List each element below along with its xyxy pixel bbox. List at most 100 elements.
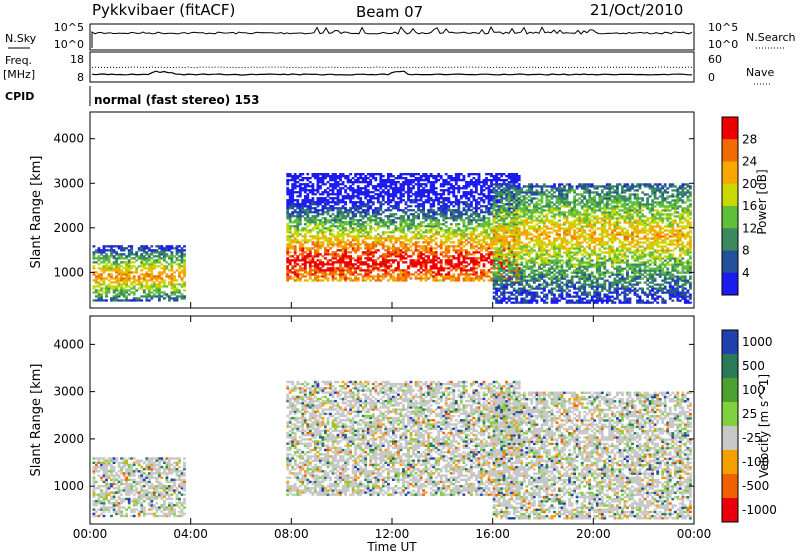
power-cell (412, 215, 415, 218)
power-cell (439, 247, 443, 250)
power-cell (429, 271, 433, 274)
power-cell (397, 197, 400, 200)
power-cell (115, 257, 118, 260)
power-cell (399, 183, 403, 186)
power-cell (545, 237, 549, 240)
power-cell (447, 231, 451, 234)
power-cell (341, 211, 345, 214)
power-cell (102, 259, 106, 262)
power-cell (419, 221, 423, 224)
power-cell (122, 267, 126, 270)
power-cell (321, 181, 325, 184)
power-cell (306, 249, 310, 252)
beam-title: Beam 07 (356, 3, 423, 21)
power-cell (163, 269, 166, 272)
power-cell (407, 205, 410, 208)
power-cell (543, 257, 546, 260)
power-cell (429, 211, 433, 214)
power-cell (522, 287, 526, 290)
power-cell (183, 253, 186, 256)
power-cell (535, 255, 539, 258)
power-cell (538, 287, 541, 290)
power-cell (502, 247, 506, 250)
power-cell (515, 181, 519, 184)
power-cell (366, 277, 370, 280)
power-cell (389, 273, 393, 276)
power-cell (520, 275, 524, 278)
power-cell (349, 181, 352, 184)
power-cell (422, 179, 425, 182)
power-cell (293, 253, 297, 256)
power-cell (180, 297, 184, 300)
power-cell (286, 231, 290, 234)
power-cell (522, 299, 526, 302)
power-cell (125, 265, 128, 268)
power-cell (437, 271, 441, 274)
power-cell (291, 267, 295, 270)
power-cell (419, 199, 423, 202)
power-cell (482, 217, 486, 220)
power-cell (361, 227, 365, 230)
power-cell (150, 267, 154, 270)
power-cell (122, 247, 126, 250)
power-cell (173, 277, 176, 280)
power-cell (512, 209, 516, 212)
power-cell (361, 233, 365, 236)
power-cell (354, 201, 357, 204)
power-cell (515, 197, 519, 200)
power-cell (527, 291, 531, 294)
power-cell (346, 277, 350, 280)
power-cell (414, 263, 418, 266)
power-cell (379, 177, 383, 180)
power-cell (379, 195, 383, 198)
power-cell (444, 211, 448, 214)
power-cell (492, 275, 496, 278)
power-cell (376, 279, 380, 282)
power-cell (366, 271, 370, 274)
power-cell (555, 207, 559, 210)
power-cell (389, 179, 393, 182)
power-cell (495, 233, 498, 236)
power-cell (105, 287, 108, 290)
power-cell (160, 291, 164, 294)
power-cell (507, 173, 511, 176)
power-cell (170, 275, 174, 278)
power-cell (402, 199, 405, 202)
power-cell (286, 259, 290, 262)
power-cell (447, 249, 451, 252)
power-cell (359, 269, 363, 272)
power-cell (475, 277, 478, 280)
power-cell (288, 245, 292, 248)
power-cell (432, 183, 436, 186)
power-cell (543, 247, 546, 250)
power-cell (475, 251, 478, 254)
power-cell (439, 205, 443, 208)
power-cell (288, 215, 292, 218)
power-cell (500, 193, 503, 196)
power-cell (361, 209, 365, 212)
power-cell (339, 275, 342, 278)
power-cell (429, 175, 433, 178)
power-cell (540, 275, 544, 278)
power-cell (376, 263, 380, 266)
power-cell (550, 279, 554, 282)
power-cell (397, 187, 400, 190)
power-cell (387, 191, 390, 194)
power-cell (180, 277, 184, 280)
power-cell (303, 261, 307, 264)
power-cell (361, 223, 365, 226)
power-cell (419, 209, 423, 212)
power-cell (558, 185, 561, 188)
power-cell (288, 255, 292, 258)
power-cell (291, 221, 295, 224)
power-cell (459, 253, 463, 256)
power-cell (555, 245, 559, 248)
power-cell (409, 191, 413, 194)
power-cell (379, 269, 383, 272)
power-cell (517, 277, 521, 280)
power-cell (407, 179, 410, 182)
power-cell (346, 223, 350, 226)
power-cell (444, 181, 448, 184)
power-cell (163, 279, 166, 282)
power-cell (427, 243, 430, 246)
